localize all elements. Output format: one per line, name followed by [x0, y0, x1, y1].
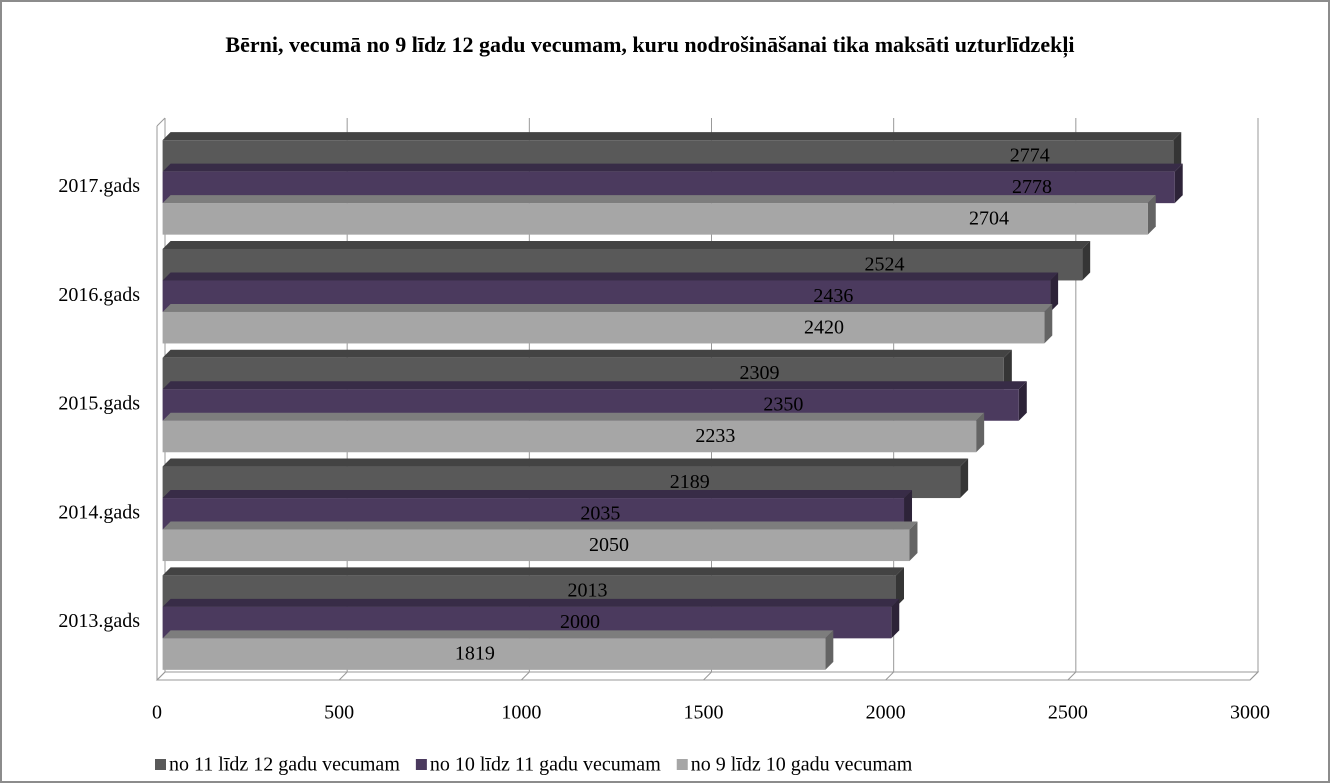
data-label: 2000: [560, 611, 600, 633]
data-label: 2309: [740, 362, 780, 384]
bar-side: [1173, 132, 1182, 172]
legend-swatch: [676, 759, 688, 770]
bar-top: [162, 490, 913, 499]
data-label: 2050: [589, 534, 629, 556]
bar: [162, 630, 834, 670]
bar-side: [891, 598, 900, 639]
data-label: 2350: [763, 394, 803, 416]
data-label: 2778: [1012, 176, 1052, 198]
bar: [162, 412, 985, 453]
bar-side: [1044, 303, 1053, 344]
y-tick-label: 2015.gads: [58, 393, 140, 415]
bar-side: [904, 490, 913, 530]
data-label: 2774: [1010, 144, 1050, 166]
wall-top: [156, 117, 166, 127]
legend-label: no 9 līdz 10 gadu vecumam: [691, 754, 913, 776]
bar-top: [162, 381, 1027, 390]
y-tick-label: 2014.gads: [58, 501, 140, 523]
x-tick-label: 500: [324, 702, 354, 724]
data-label: 2035: [580, 502, 620, 524]
bar-side: [1050, 272, 1059, 312]
bar-top: [162, 458, 969, 467]
bar-top: [162, 272, 1059, 281]
bar-top: [162, 412, 985, 421]
legend-swatch: [155, 759, 166, 770]
data-label: 2189: [670, 471, 710, 493]
x-tick-label: 1500: [684, 702, 724, 724]
data-label: 2436: [813, 285, 853, 307]
chart-title: Bērni, vecumā no 9 līdz 12 gadu vecumam,…: [225, 32, 1075, 57]
grid-line: [1249, 118, 1259, 681]
legend-swatch: [415, 759, 427, 770]
bar-top: [162, 240, 1091, 249]
legend-label: no 11 līdz 12 gadu vecumam: [169, 754, 400, 776]
bar-side: [896, 567, 905, 607]
bar-top: [162, 630, 834, 639]
bar-side: [909, 521, 918, 562]
bar-top: [162, 163, 1183, 172]
grid-line: [1067, 118, 1077, 681]
data-label: 2524: [864, 253, 904, 275]
bar-side: [1003, 349, 1012, 390]
bar-front: [162, 203, 1148, 235]
bar-top: [162, 521, 918, 530]
x-tick-label: 2000: [866, 702, 906, 724]
bar: [162, 521, 918, 562]
y-tick-label: 2017.gads: [58, 175, 140, 197]
x-tick-label: 1000: [501, 702, 541, 724]
x-tick-label: 2500: [1048, 702, 1088, 724]
bar-side: [976, 412, 985, 453]
bar: [162, 195, 1156, 235]
bar-side: [1018, 381, 1027, 421]
bar-top: [162, 132, 1182, 141]
bar-front: [162, 638, 826, 670]
data-label: 2420: [804, 316, 844, 338]
bar-side: [1082, 240, 1091, 281]
bar-side: [1147, 195, 1156, 235]
bar-front: [162, 420, 977, 453]
data-label: 1819: [455, 643, 495, 665]
bar-front: [162, 529, 910, 562]
y-tick-label: 2013.gads: [58, 610, 140, 632]
bar-top: [162, 195, 1156, 204]
bar: [162, 303, 1053, 344]
bar-side: [960, 458, 969, 499]
bar-top: [162, 598, 900, 607]
legend-label: no 10 līdz 11 gadu vecumam: [430, 754, 661, 776]
bar-top: [162, 567, 905, 576]
y-tick-label: 2016.gads: [58, 284, 140, 306]
data-label: 2704: [969, 207, 1009, 229]
x-tick-label: 3000: [1230, 702, 1270, 724]
bar-top: [162, 303, 1053, 312]
x-tick-label: 0: [152, 702, 162, 724]
bar-side: [1174, 163, 1183, 204]
bar-top: [162, 349, 1012, 358]
data-label: 2233: [695, 425, 735, 447]
bar-front: [162, 311, 1045, 344]
data-label: 2013: [568, 580, 608, 602]
bar-side: [825, 630, 834, 670]
